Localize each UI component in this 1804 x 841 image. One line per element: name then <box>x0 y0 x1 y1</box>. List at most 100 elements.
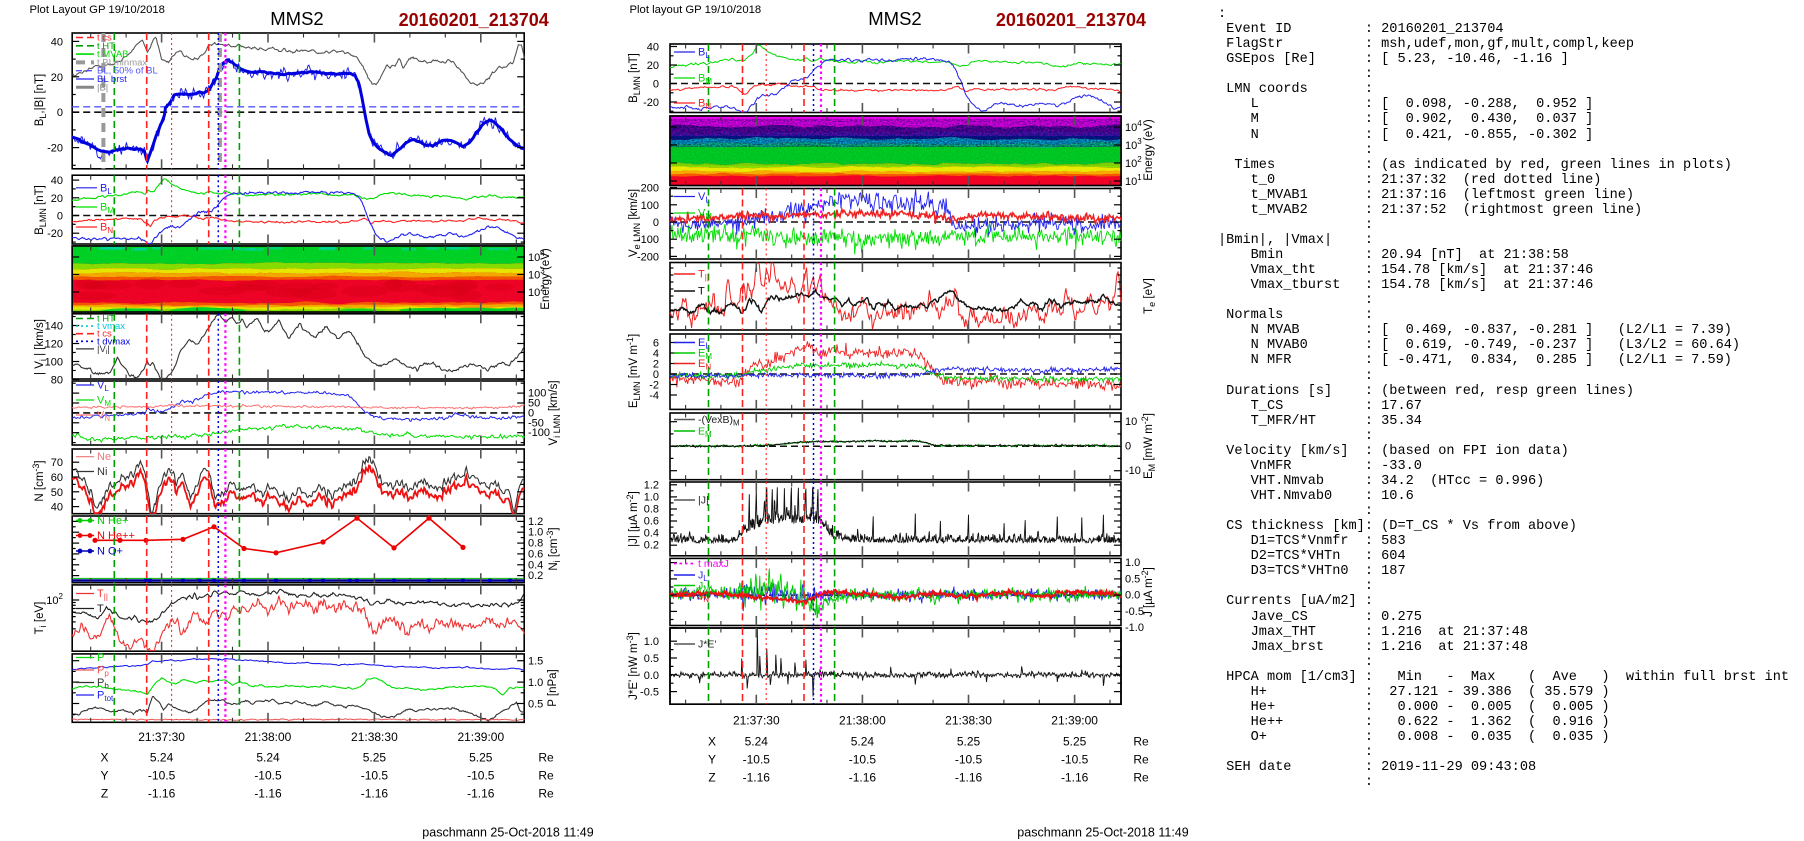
svg-text:-10.5: -10.5 <box>955 753 983 767</box>
svg-text:20160201_213704: 20160201_213704 <box>399 10 549 30</box>
svg-text:-20: -20 <box>643 97 659 109</box>
svg-text:-1.16: -1.16 <box>361 786 389 800</box>
svg-text:Re: Re <box>1133 735 1149 749</box>
svg-text:5.25: 5.25 <box>1063 735 1087 749</box>
svg-text:6: 6 <box>653 338 659 350</box>
svg-text:-0.5: -0.5 <box>1125 606 1144 618</box>
svg-text:t cs: t cs <box>97 33 112 44</box>
svg-text:Re: Re <box>538 750 554 764</box>
svg-text:103: 103 <box>1125 137 1142 152</box>
svg-text:Energy (eV): Energy (eV) <box>1143 119 1155 181</box>
svg-text:P [nPa]: P [nPa] <box>547 669 559 707</box>
svg-text:60: 60 <box>51 472 63 484</box>
svg-text:Ni [cm-3]: Ni [cm-3] <box>545 527 562 570</box>
svg-text:BL, 50% of BL: BL, 50% of BL <box>97 66 158 77</box>
svg-text:JL: JL <box>698 570 708 584</box>
svg-text:VM: VM <box>97 395 111 409</box>
svg-text:BN: BN <box>100 222 113 236</box>
svg-text:VM: VM <box>698 208 712 222</box>
svg-text:Plot Layout GP 19/10/2018: Plot Layout GP 19/10/2018 <box>30 4 165 16</box>
svg-text:0.4: 0.4 <box>528 559 543 571</box>
svg-text:BM: BM <box>100 202 114 216</box>
svg-text:t dvmax: t dvmax <box>97 336 131 347</box>
svg-text:Y: Y <box>100 768 108 782</box>
svg-text:t HT: t HT <box>97 314 115 325</box>
svg-text:0: 0 <box>528 407 534 419</box>
svg-text:21:38:30: 21:38:30 <box>351 730 398 744</box>
svg-text:40: 40 <box>51 175 63 187</box>
svg-text:|J| [µA m-2]: |J| [µA m-2] <box>625 491 640 547</box>
svg-text:t vmax: t vmax <box>97 321 125 332</box>
svg-text:Y: Y <box>708 753 716 767</box>
svg-text:-1.16: -1.16 <box>1061 771 1089 785</box>
svg-text:t maxJ: t maxJ <box>698 558 729 570</box>
svg-text:0.2: 0.2 <box>528 570 543 582</box>
svg-text:X: X <box>708 735 716 749</box>
svg-text:-50: -50 <box>528 417 544 429</box>
svg-text:1.0: 1.0 <box>528 527 543 539</box>
svg-text:5.24: 5.24 <box>745 735 769 749</box>
svg-text:0.6: 0.6 <box>644 516 659 528</box>
svg-text:0: 0 <box>653 217 659 229</box>
svg-text:21:39:00: 21:39:00 <box>1051 714 1098 728</box>
svg-text:-10.5: -10.5 <box>1061 753 1089 767</box>
svg-text:|Vi|: |Vi| <box>97 344 110 356</box>
svg-text:t HT: t HT <box>97 41 115 52</box>
svg-text:-100: -100 <box>528 427 550 439</box>
svg-text:Z: Z <box>708 771 715 785</box>
svg-text:120: 120 <box>45 339 63 351</box>
svg-text:20: 20 <box>647 60 659 72</box>
svg-text:J*E': J*E' <box>698 639 716 651</box>
svg-text:5.25: 5.25 <box>363 750 387 764</box>
svg-text:BLMN [nT]: BLMN [nT] <box>628 53 642 103</box>
svg-text:MMS2: MMS2 <box>270 8 323 29</box>
svg-text:-10.5: -10.5 <box>361 768 389 782</box>
svg-text:0: 0 <box>1125 441 1131 453</box>
svg-text:N [cm-3]: N [cm-3] <box>31 460 46 501</box>
svg-text:paschmann 25-Oct-2018 11:49: paschmann 25-Oct-2018 11:49 <box>1017 826 1188 840</box>
svg-text:t MVAB: t MVAB <box>97 49 129 60</box>
svg-text:-1.16: -1.16 <box>467 786 495 800</box>
svg-text:-10.5: -10.5 <box>467 768 495 782</box>
svg-text:MMS2: MMS2 <box>868 8 921 29</box>
svg-text:Ne: Ne <box>97 451 111 463</box>
svg-text:21:37:30: 21:37:30 <box>138 730 185 744</box>
svg-text:ELMN [mV m-1]: ELMN [mV m-1] <box>625 334 642 408</box>
svg-text:21:39:00: 21:39:00 <box>457 730 504 744</box>
svg-text:2: 2 <box>653 359 659 371</box>
svg-text:140: 140 <box>45 321 63 333</box>
svg-text:-2: -2 <box>649 380 659 392</box>
svg-text:80: 80 <box>51 375 63 387</box>
svg-text:-20: -20 <box>47 143 63 155</box>
svg-text:VN: VN <box>97 410 110 424</box>
svg-text:-1.0: -1.0 <box>1125 622 1144 634</box>
svg-text:BLMN [nT]: BLMN [nT] <box>34 185 48 235</box>
svg-text:N He++: N He++ <box>97 530 135 542</box>
svg-text:EM: EM <box>698 426 712 440</box>
svg-text:40: 40 <box>51 502 63 514</box>
svg-text:21:38:30: 21:38:30 <box>945 714 992 728</box>
svg-text:-(VexB)M: -(VexB)M <box>698 414 740 428</box>
svg-text:|B|: |B| <box>97 82 108 93</box>
svg-text:21:38:00: 21:38:00 <box>839 714 886 728</box>
svg-text:paschmann 25-Oct-2018 11:49: paschmann 25-Oct-2018 11:49 <box>422 826 593 840</box>
svg-text:102: 102 <box>46 592 63 607</box>
svg-text:Energy (eV): Energy (eV) <box>540 248 552 310</box>
svg-text:BL: BL <box>100 182 112 196</box>
svg-text:5.24: 5.24 <box>256 750 280 764</box>
svg-text:N O+: N O+ <box>97 546 123 558</box>
svg-text:0.8: 0.8 <box>528 538 543 550</box>
svg-text:X: X <box>100 750 108 764</box>
svg-text:Ve LMN [km/s]: Ve LMN [km/s] <box>628 189 642 257</box>
svg-text:5.24: 5.24 <box>150 750 174 764</box>
svg-text:1.0: 1.0 <box>644 636 659 648</box>
svg-text:BL,|B| [nT]: BL,|B| [nT] <box>34 74 48 127</box>
svg-text:Ptot: Ptot <box>97 690 114 704</box>
svg-text:Ni: Ni <box>97 466 107 478</box>
svg-text:N He+: N He+ <box>97 515 129 527</box>
svg-text:T: T <box>698 286 705 298</box>
svg-text:| Vi | [km/s]: | Vi | [km/s] <box>34 319 48 375</box>
svg-text:70: 70 <box>51 457 63 469</box>
svg-text:Vi LMN [km/s]: Vi LMN [km/s] <box>548 380 562 445</box>
svg-text:-10: -10 <box>1125 465 1141 477</box>
